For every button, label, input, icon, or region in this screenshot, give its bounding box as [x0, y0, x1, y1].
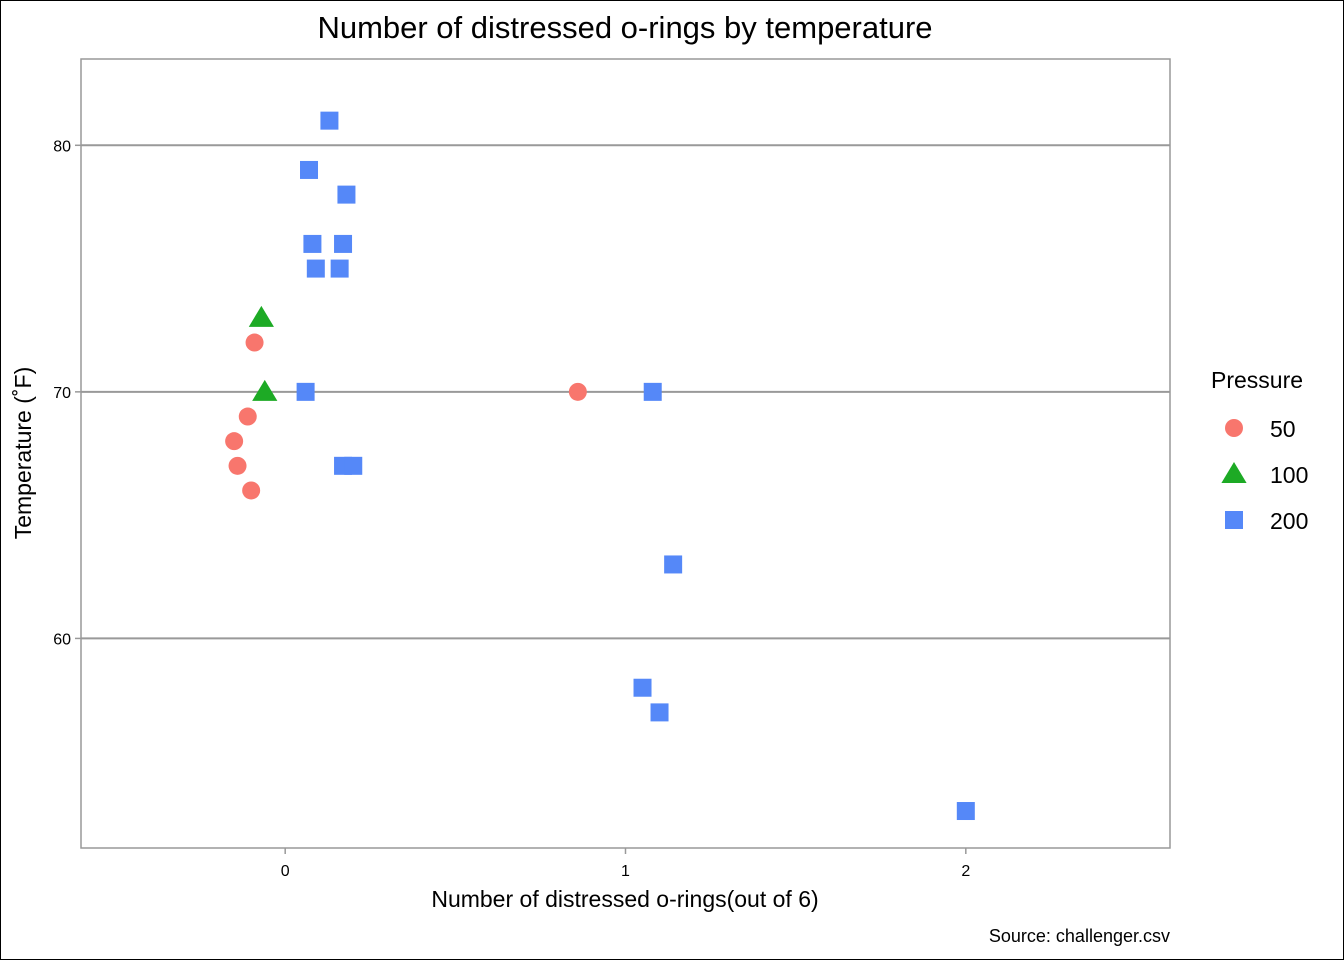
x-axis-title: Number of distressed o-rings(out of 6): [431, 886, 818, 912]
point-pressure-100: [252, 379, 278, 401]
point-pressure-200: [633, 678, 652, 697]
point-pressure-200: [296, 382, 315, 401]
y-tick-label: 80: [53, 138, 71, 155]
legend-key-100: [1221, 462, 1247, 483]
legend-key-50: [1225, 419, 1243, 437]
point-pressure-50: [238, 407, 257, 426]
point-pressure-50: [245, 333, 264, 352]
point-pressure-200: [320, 111, 339, 130]
point-pressure-200: [650, 703, 669, 722]
caption: Source: challenger.csv: [989, 926, 1170, 946]
x-tick-label: 2: [961, 863, 970, 880]
point-pressure-50: [225, 432, 244, 451]
point-pressure-200: [303, 234, 322, 253]
point-pressure-200: [334, 234, 353, 253]
point-pressure-200: [337, 185, 356, 204]
y-tick-label: 70: [53, 385, 71, 402]
y-tick-label: 60: [53, 631, 71, 648]
legend-label-200: 200: [1270, 508, 1308, 534]
chart-title: Number of distressed o-rings by temperat…: [317, 10, 932, 45]
legend-label-100: 100: [1270, 462, 1308, 488]
data-points: [225, 111, 975, 821]
point-pressure-200: [643, 382, 662, 401]
legend-key-200: [1225, 511, 1243, 529]
y-axis-title: Temperature (˚F): [10, 367, 36, 540]
point-pressure-200: [664, 555, 683, 574]
point-pressure-200: [306, 259, 325, 278]
legend: Pressure 50 100 200: [1211, 367, 1308, 534]
point-pressure-200: [330, 259, 349, 278]
axis-ticks: 60 70 80 0 1 2: [53, 138, 970, 880]
point-pressure-200: [344, 456, 363, 475]
point-pressure-100: [248, 305, 274, 327]
legend-title: Pressure: [1211, 367, 1303, 393]
point-pressure-200: [300, 160, 319, 179]
point-pressure-50: [228, 456, 247, 475]
point-pressure-50: [242, 481, 261, 500]
legend-label-50: 50: [1270, 416, 1296, 442]
point-pressure-200: [956, 802, 975, 821]
x-tick-label: 1: [621, 863, 630, 880]
point-pressure-50: [568, 382, 587, 401]
x-tick-label: 0: [281, 863, 290, 880]
